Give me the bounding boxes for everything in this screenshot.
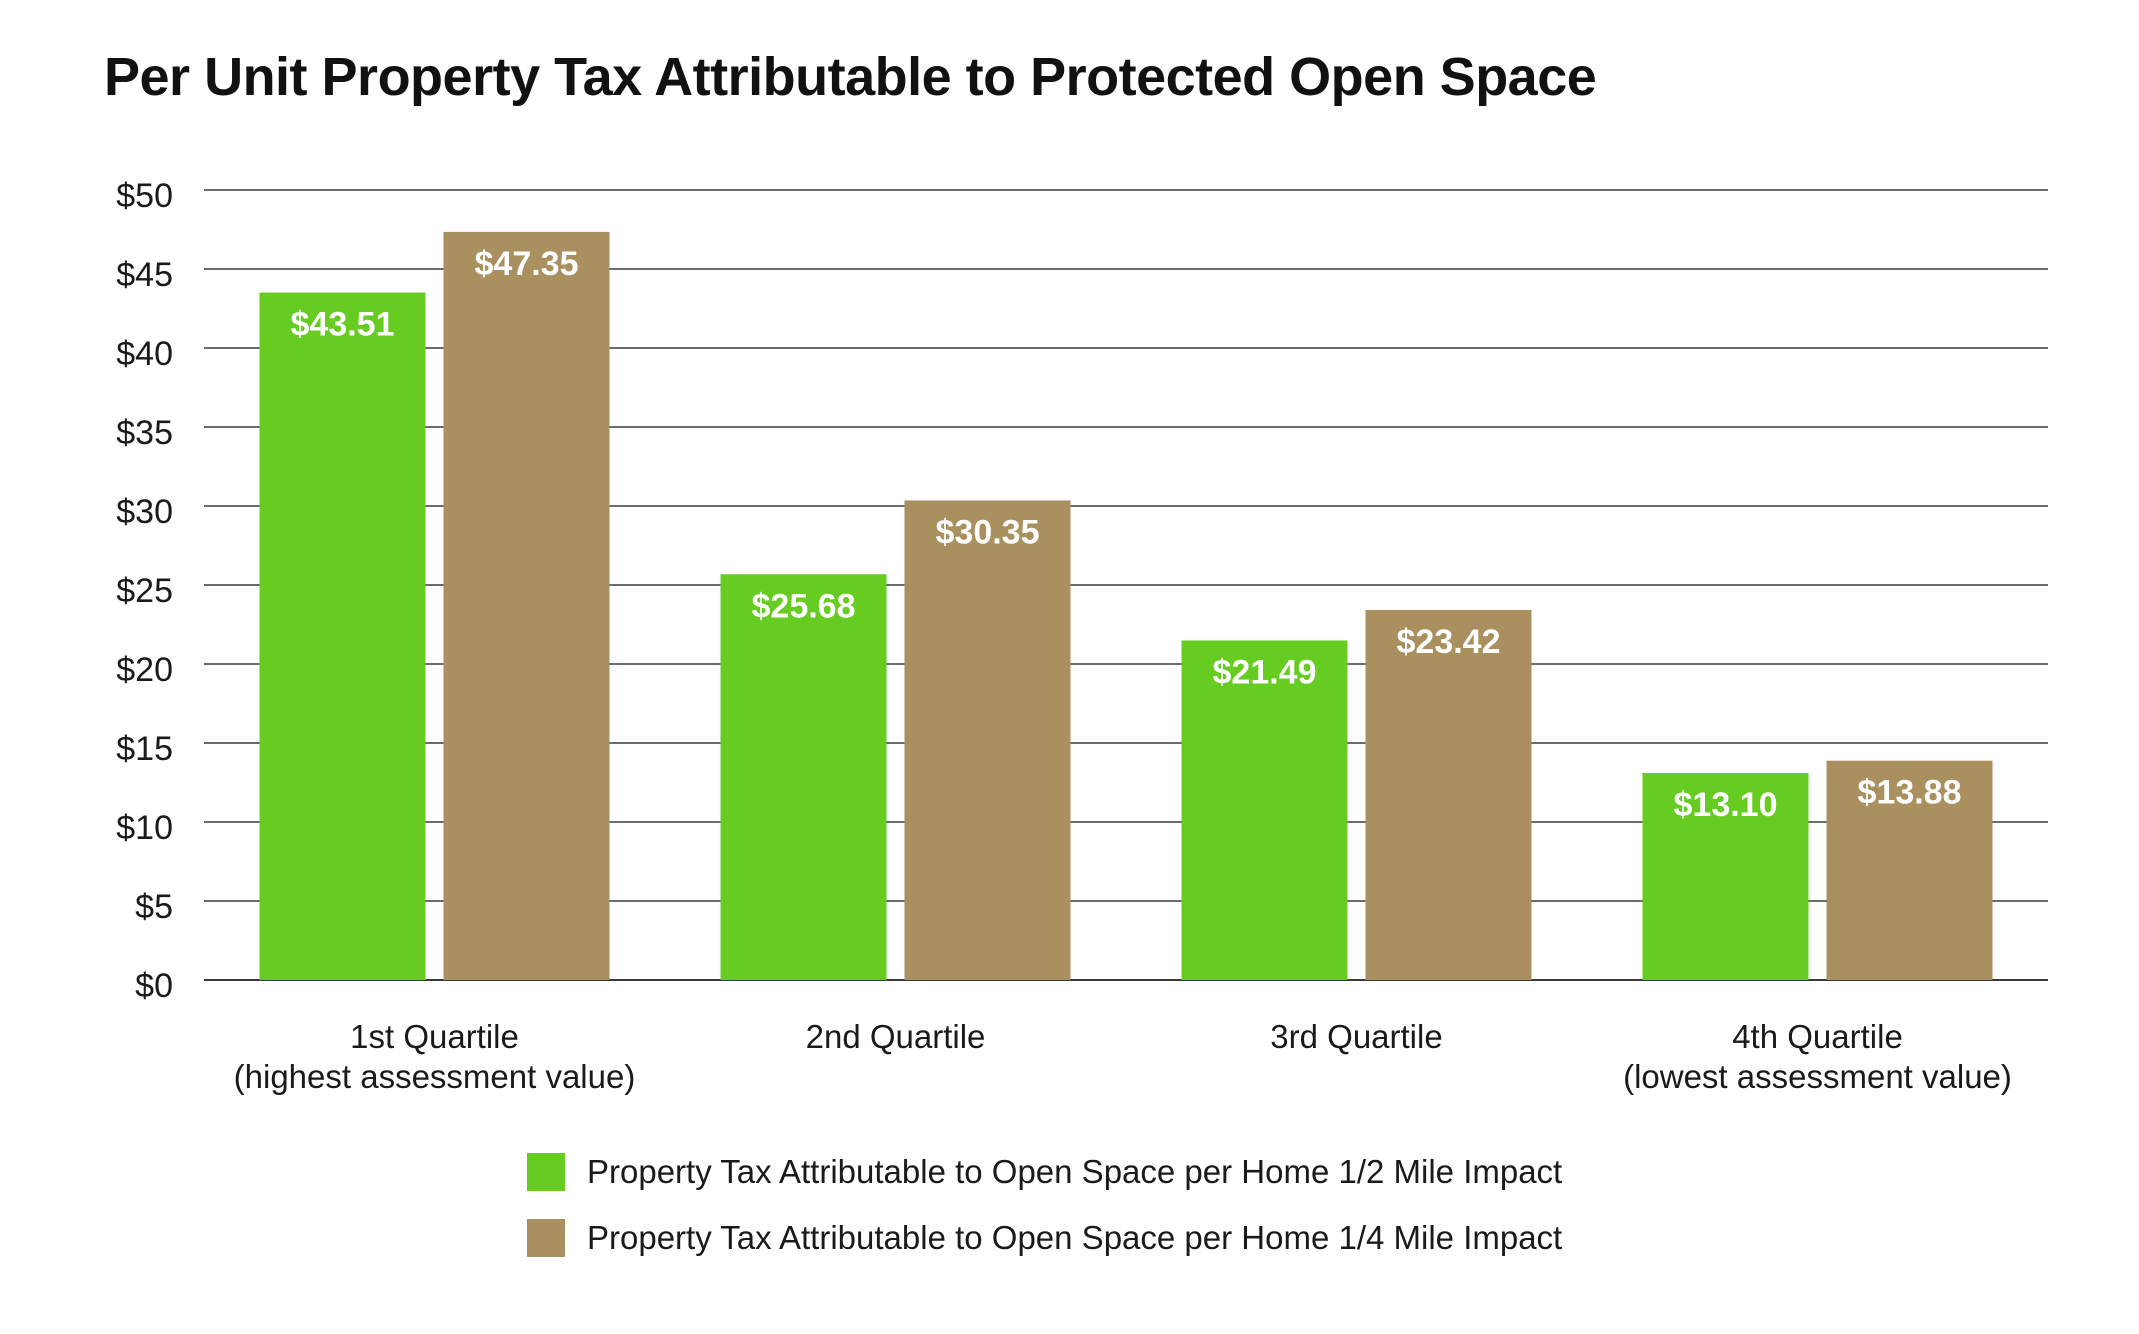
legend-item-half-mile: Property Tax Attributable to Open Space … [527, 1150, 1562, 1194]
bar-half-mile-q4 [1642, 773, 1809, 980]
y-tick-label: $25 [116, 572, 173, 610]
data-labels: $43.51 $47.35 $25.68 $30.35 $21.49 $23.42 $13.… [291, 245, 1962, 824]
y-tick-label: $40 [116, 335, 173, 373]
legend-label-half-mile: Property Tax Attributable to Open Space … [587, 1153, 1563, 1190]
data-label-half-mile-q2: $25.68 [752, 587, 856, 625]
x-tick-label-q1: 1st Quartile [350, 1018, 519, 1055]
y-axis-tick-labels: $0 $5 $10 $15 $20 $25 $30 $35 $40 $45 $50 [116, 177, 173, 1005]
data-label-half-mile-q3: $21.49 [1213, 653, 1317, 691]
x-tick-label-q3: 3rd Quartile [1270, 1018, 1442, 1055]
y-tick-label: $20 [116, 651, 173, 689]
x-tick-label-q4: 4th Quartile [1732, 1018, 1903, 1055]
x-tick-label-q4: (lowest assessment value) [1623, 1058, 2012, 1095]
bar-half-mile-q2 [720, 574, 887, 980]
x-axis-tick-labels: 1st Quartile(highest assessment value) 2n… [234, 1018, 2012, 1095]
data-label-quarter-mile-q2: $30.35 [936, 513, 1040, 551]
bar-quarter-mile-q3 [1365, 609, 1532, 980]
legend-label-quarter-mile: Property Tax Attributable to Open Space … [587, 1219, 1563, 1256]
bar-half-mile-q1 [259, 292, 426, 980]
legend: Property Tax Attributable to Open Space … [527, 1150, 1562, 1282]
y-tick-label: $15 [116, 730, 173, 768]
bar-quarter-mile-q4 [1826, 760, 1993, 980]
data-label-quarter-mile-q1: $47.35 [475, 245, 579, 283]
x-tick-label-q1: (highest assessment value) [234, 1058, 636, 1095]
bar-half-mile-q3 [1181, 640, 1348, 980]
y-tick-label: $10 [116, 809, 173, 847]
legend-swatch-quarter-mile [527, 1219, 565, 1257]
y-tick-label: $45 [116, 256, 173, 294]
data-label-quarter-mile-q4: $13.88 [1858, 774, 1962, 812]
chart-title: Per Unit Property Tax Attributable to Pr… [104, 47, 1597, 107]
bars [259, 231, 1993, 980]
y-tick-label: $50 [116, 177, 173, 215]
legend-swatch-half-mile [527, 1153, 565, 1191]
y-tick-label: $0 [135, 967, 173, 1005]
y-tick-label: $35 [116, 414, 173, 452]
data-label-half-mile-q4: $13.10 [1674, 786, 1778, 824]
x-tick-label-q2: 2nd Quartile [806, 1018, 986, 1055]
y-tick-label: $30 [116, 493, 173, 531]
bar-quarter-mile-q2 [904, 500, 1071, 980]
data-label-quarter-mile-q3: $23.42 [1397, 623, 1501, 661]
data-label-half-mile-q1: $43.51 [291, 306, 395, 344]
y-tick-label: $5 [135, 888, 173, 926]
legend-item-quarter-mile: Property Tax Attributable to Open Space … [527, 1216, 1562, 1260]
bar-quarter-mile-q1 [443, 231, 610, 980]
